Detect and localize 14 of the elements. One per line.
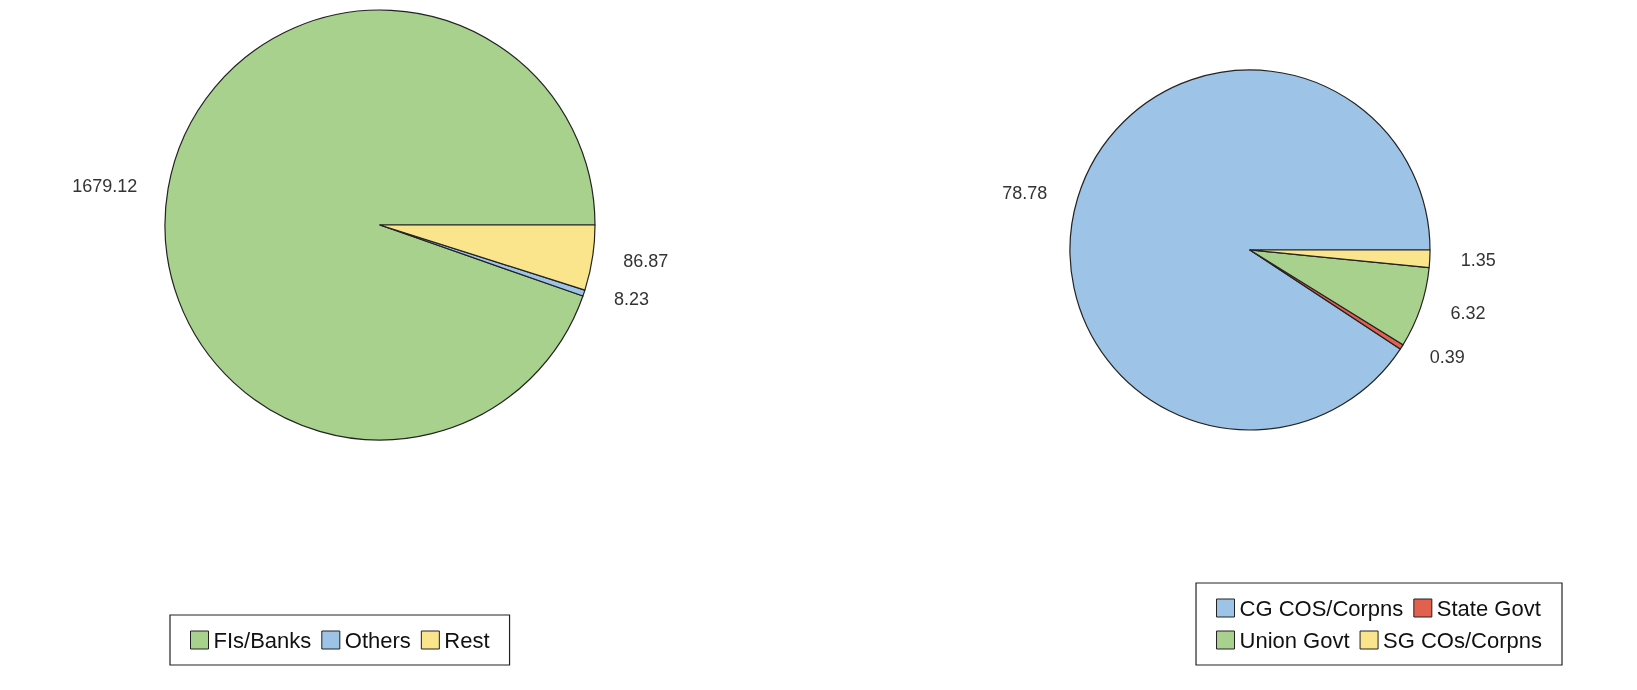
data-label: 8.23 [614,288,650,309]
legend-label: FIs/Banks [213,627,312,653]
legend-label: CG COS/Corpns [1239,595,1404,621]
legend-label: Rest [444,627,490,653]
data-label: 78.78 [1002,183,1048,204]
legend-label: State Govt [1436,595,1541,621]
data-label: 86.87 [623,250,669,271]
data-label: 6.32 [1450,303,1486,324]
legend-label: SG COs/Corpns [1383,627,1543,653]
data-label: 1.35 [1460,249,1496,270]
data-label: 1679.12 [72,175,138,196]
legend-label: Union Govt [1239,627,1350,653]
data-label: 0.39 [1429,346,1465,367]
legend-label: Others [344,627,411,653]
